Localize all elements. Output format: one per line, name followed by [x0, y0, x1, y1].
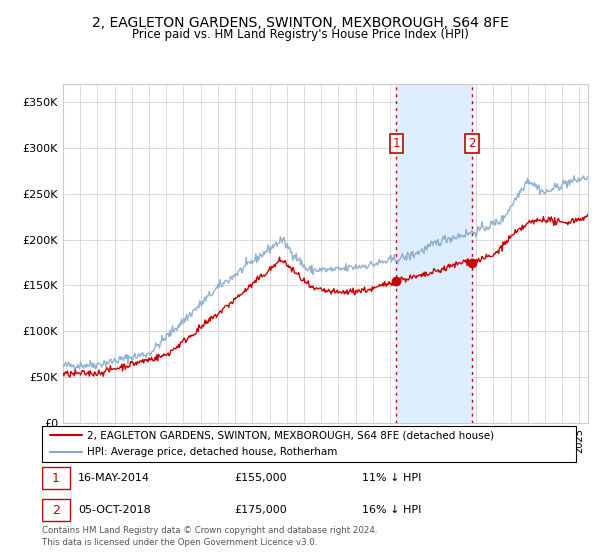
Text: 2: 2 [52, 503, 60, 516]
Text: 2: 2 [468, 137, 476, 150]
Text: Price paid vs. HM Land Registry's House Price Index (HPI): Price paid vs. HM Land Registry's House … [131, 28, 469, 41]
Bar [397, 84, 472, 423]
FancyBboxPatch shape [42, 426, 576, 462]
Text: 2, EAGLETON GARDENS, SWINTON, MEXBOROUGH, S64 8FE: 2, EAGLETON GARDENS, SWINTON, MEXBOROUGH… [92, 16, 508, 30]
Text: 2, EAGLETON GARDENS, SWINTON, MEXBOROUGH, S64 8FE (detached house): 2, EAGLETON GARDENS, SWINTON, MEXBOROUGH… [88, 431, 494, 440]
FancyBboxPatch shape [42, 499, 70, 521]
Text: £175,000: £175,000 [234, 505, 287, 515]
Text: £155,000: £155,000 [234, 473, 287, 483]
Text: 11% ↓ HPI: 11% ↓ HPI [362, 473, 422, 483]
Text: 1: 1 [52, 472, 60, 485]
Text: 16-MAY-2014: 16-MAY-2014 [79, 473, 151, 483]
Text: HPI: Average price, detached house, Rotherham: HPI: Average price, detached house, Roth… [88, 447, 338, 457]
Text: Contains HM Land Registry data © Crown copyright and database right 2024.
This d: Contains HM Land Registry data © Crown c… [42, 526, 377, 547]
Text: 1: 1 [392, 137, 400, 150]
FancyBboxPatch shape [42, 467, 70, 489]
Text: 16% ↓ HPI: 16% ↓ HPI [362, 505, 422, 515]
Text: 05-OCT-2018: 05-OCT-2018 [79, 505, 151, 515]
